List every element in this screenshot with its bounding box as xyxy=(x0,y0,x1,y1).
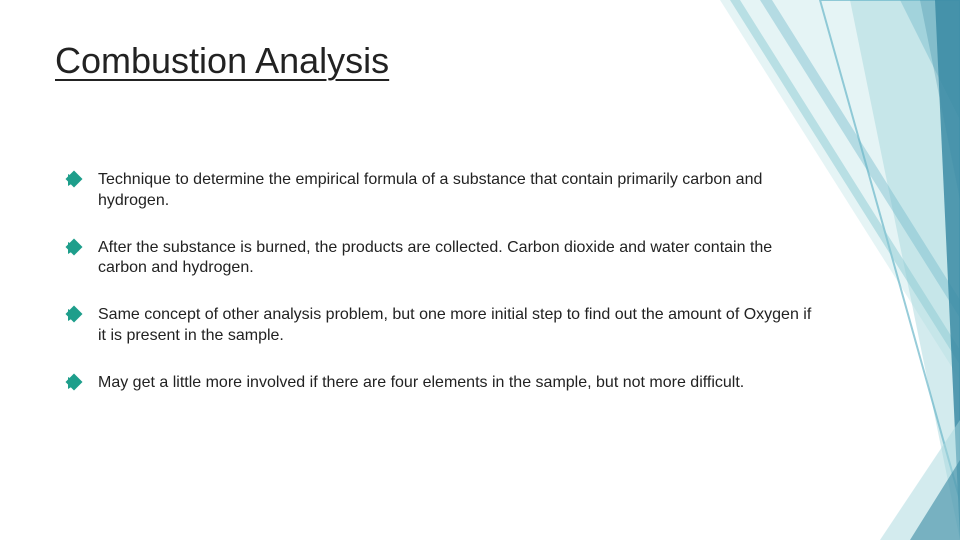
slide-title: Combustion Analysis xyxy=(55,40,389,82)
diamond-bullet-icon xyxy=(66,306,83,323)
bullet-text: Technique to determine the empirical for… xyxy=(98,171,762,209)
list-item: Same concept of other analysis problem, … xyxy=(68,305,813,347)
diamond-bullet-icon xyxy=(66,238,83,255)
slide: Combustion Analysis Technique to determi… xyxy=(0,0,960,540)
list-item: May get a little more involved if there … xyxy=(68,373,813,394)
diamond-bullet-icon xyxy=(66,373,83,390)
bullet-text: May get a little more involved if there … xyxy=(98,374,744,391)
list-item: After the substance is burned, the produ… xyxy=(68,238,813,280)
list-item: Technique to determine the empirical for… xyxy=(68,170,813,212)
bullet-list: Technique to determine the empirical for… xyxy=(68,170,813,420)
diamond-bullet-icon xyxy=(66,171,83,188)
bullet-text: Same concept of other analysis problem, … xyxy=(98,306,811,344)
bullet-text: After the substance is burned, the produ… xyxy=(98,239,772,277)
